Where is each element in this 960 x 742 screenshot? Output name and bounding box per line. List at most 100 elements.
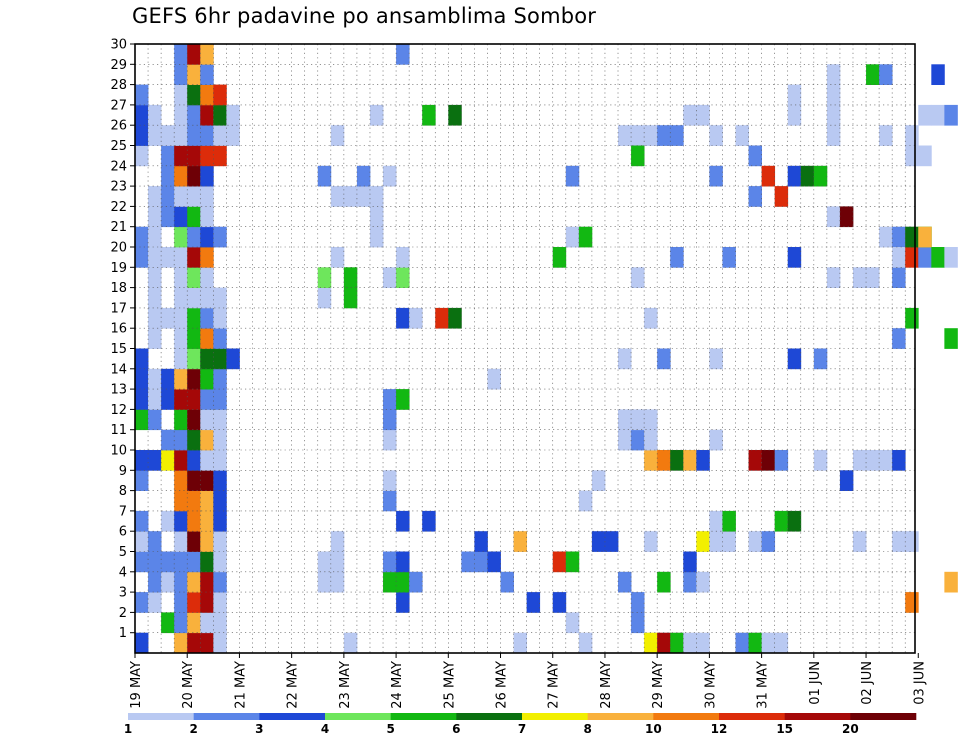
heatmap-cell xyxy=(187,44,201,65)
heatmap-cell xyxy=(148,450,162,471)
heatmap-cell xyxy=(774,450,789,471)
heatmap-cell xyxy=(187,307,201,329)
heatmap-cell xyxy=(226,125,240,146)
heatmap-cell xyxy=(187,328,201,349)
heatmap-cell xyxy=(161,307,175,329)
heatmap-cell xyxy=(148,328,162,349)
heatmap-cell xyxy=(905,307,919,329)
heatmap-cell xyxy=(135,247,149,268)
heatmap-cell xyxy=(200,165,214,187)
heatmap-cell xyxy=(200,307,214,329)
heatmap-cell xyxy=(409,571,423,593)
heatmap-cell xyxy=(696,104,710,126)
heatmap-cell xyxy=(148,592,162,613)
heatmap-cell xyxy=(879,226,893,248)
heatmap-cell xyxy=(683,571,697,593)
heatmap-cell xyxy=(383,470,397,491)
heatmap-cell xyxy=(931,247,945,268)
heatmap-cell xyxy=(657,125,671,146)
heatmap-cell xyxy=(187,409,201,431)
heatmap-cell xyxy=(826,206,841,228)
heatmap-cell xyxy=(187,531,201,552)
heatmap-cell xyxy=(826,267,841,288)
heatmap-cell xyxy=(174,44,188,65)
heatmap-cell xyxy=(174,145,188,167)
y-tick-label: 9 xyxy=(119,464,127,479)
heatmap-cell xyxy=(709,348,723,370)
heatmap-cell xyxy=(174,206,188,228)
heatmap-cell xyxy=(174,592,188,613)
heatmap-cell xyxy=(200,226,214,248)
heatmap-cell xyxy=(213,470,227,491)
legend-swatch xyxy=(719,713,785,720)
heatmap-cell xyxy=(383,490,397,512)
heatmap-cell xyxy=(174,165,188,187)
x-axis: 19 MAY 20 MAY 21 MAY 22 MAY 23 MAY 24 MAY 25 M… xyxy=(129,653,927,709)
y-tick-label: 17 xyxy=(110,301,127,316)
heatmap-cell xyxy=(161,186,175,207)
heatmap-cell xyxy=(618,125,632,146)
heatmap-cell xyxy=(905,145,919,167)
heatmap-cell xyxy=(148,531,162,552)
heatmap-cell xyxy=(396,247,410,268)
heatmap-cell xyxy=(905,247,919,268)
chart-title: GEFS 6hr padavine po ansamblima Sombor xyxy=(132,4,597,28)
heatmap-cell xyxy=(200,389,214,410)
heatmap-cell xyxy=(774,186,789,207)
heatmap-cell xyxy=(918,247,932,268)
heatmap-cell xyxy=(213,328,227,349)
y-axis: 1234567891011121314151617181920212223242… xyxy=(110,38,135,641)
heatmap-cell xyxy=(369,186,384,207)
heatmap-cell xyxy=(591,470,606,491)
legend-swatch xyxy=(653,713,720,720)
heatmap-cell xyxy=(187,125,201,146)
heatmap-cell xyxy=(422,104,436,126)
heatmap-cell xyxy=(670,247,684,268)
heatmap-cell xyxy=(670,632,684,654)
y-tick-label: 1 xyxy=(119,626,127,641)
heatmap-cell xyxy=(135,389,149,410)
heatmap-cell xyxy=(200,64,214,85)
heatmap-cell xyxy=(879,125,893,146)
heatmap-cell xyxy=(892,226,906,248)
heatmap-cell xyxy=(161,145,175,167)
x-tick-label: 28 MAY xyxy=(599,661,614,709)
legend-swatch xyxy=(784,713,851,720)
heatmap-cell xyxy=(213,307,227,329)
heatmap-cell xyxy=(631,267,645,288)
heatmap-cell xyxy=(709,165,723,187)
heatmap-cell xyxy=(383,409,397,431)
x-tick-label: 03 JUN xyxy=(912,661,927,705)
heatmap-cell xyxy=(200,571,214,593)
heatmap-cell xyxy=(761,165,776,187)
heatmap-cell xyxy=(474,551,488,573)
y-tick-label: 22 xyxy=(110,200,127,215)
heatmap-cell xyxy=(200,287,214,309)
legend-label: 5 xyxy=(386,722,394,736)
legend-swatch xyxy=(390,713,457,720)
heatmap-cell xyxy=(396,592,410,613)
heatmap-cell xyxy=(487,368,501,390)
heatmap-cell xyxy=(174,571,188,593)
heatmap-cell xyxy=(213,551,227,573)
heatmap-cell xyxy=(944,328,958,349)
heatmap-cell xyxy=(187,226,201,248)
heatmap-cell xyxy=(161,125,175,146)
heatmap-cell xyxy=(330,551,345,573)
heatmap-cell xyxy=(200,632,214,654)
heatmap-cell xyxy=(161,612,175,634)
heatmap-cell xyxy=(683,450,697,471)
heatmap-cell xyxy=(161,368,175,390)
heatmap-cell xyxy=(944,247,958,268)
heatmap-cell xyxy=(135,592,149,613)
heatmap-cell xyxy=(892,450,906,471)
y-tick-label: 10 xyxy=(110,444,127,459)
heatmap-cell xyxy=(918,145,932,167)
legend-label: 4 xyxy=(321,722,329,736)
heatmap-cell xyxy=(174,328,188,349)
heatmap-cell xyxy=(618,409,632,431)
heatmap-cell xyxy=(135,409,149,431)
heatmap-cell xyxy=(200,328,214,349)
heatmap-cell xyxy=(174,450,188,471)
y-tick-label: 28 xyxy=(110,78,127,93)
